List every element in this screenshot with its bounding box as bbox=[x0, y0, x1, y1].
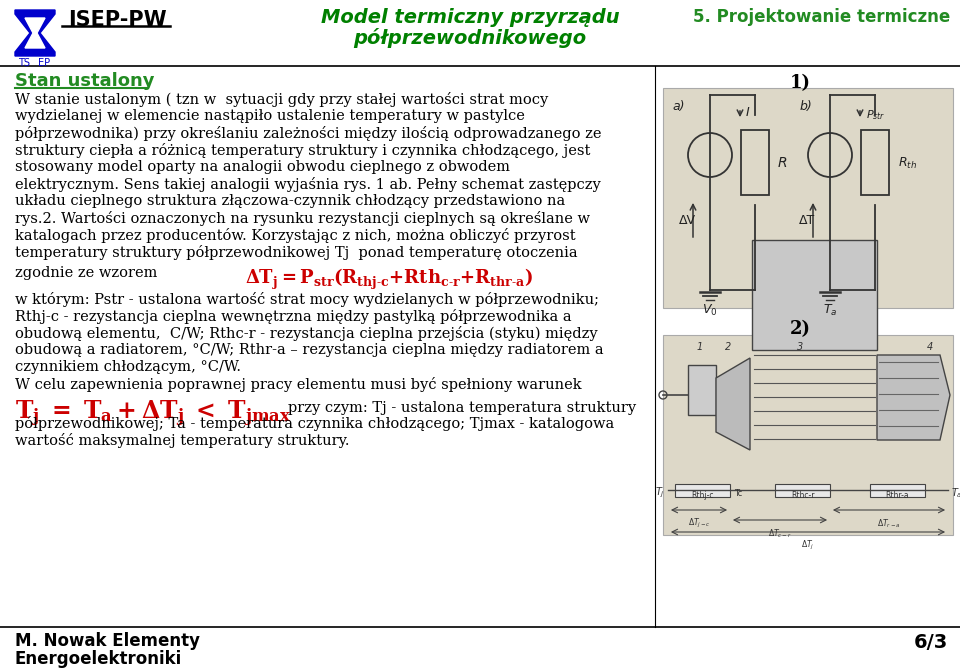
Text: a): a) bbox=[672, 100, 684, 113]
Bar bbox=[861, 130, 889, 195]
Bar bbox=[741, 130, 769, 195]
Text: $\mathbf{T_j\ =\ T_a + \Delta T_j\ <\ T_{jmax}}$: $\mathbf{T_j\ =\ T_a + \Delta T_j\ <\ T_… bbox=[15, 399, 292, 429]
Text: $T_j$: $T_j$ bbox=[655, 486, 665, 500]
Text: zgodnie ze wzorem: zgodnie ze wzorem bbox=[15, 266, 157, 280]
Text: układu cieplnego struktura złączowa-czynnik chłodzący przedstawiono na: układu cieplnego struktura złączowa-czyn… bbox=[15, 194, 565, 208]
Text: W celu zapewnienia poprawnej pracy elementu musi być spełniony warunek: W celu zapewnienia poprawnej pracy eleme… bbox=[15, 377, 582, 392]
Text: $\Delta T_{j-c}$: $\Delta T_{j-c}$ bbox=[687, 517, 710, 530]
Text: 1: 1 bbox=[697, 342, 703, 352]
Text: rys.2. Wartości oznaczonych na rysunku rezystancji cieplnych są określane w: rys.2. Wartości oznaczonych na rysunku r… bbox=[15, 211, 590, 226]
Text: Rthj-c - rezystancja cieplna wewnętrzna między pastylką półprzewodnika a: Rthj-c - rezystancja cieplna wewnętrzna … bbox=[15, 309, 571, 324]
Text: b): b) bbox=[800, 100, 813, 113]
Text: ΔT: ΔT bbox=[799, 214, 815, 226]
Text: 2: 2 bbox=[725, 342, 732, 352]
Polygon shape bbox=[716, 358, 750, 450]
Text: stosowany model oparty na analogii obwodu cieplnego z obwodem: stosowany model oparty na analogii obwod… bbox=[15, 160, 510, 174]
Text: R: R bbox=[778, 156, 787, 170]
Bar bbox=[752, 240, 877, 350]
Text: ISEP-PW: ISEP-PW bbox=[68, 10, 167, 30]
Bar bbox=[870, 484, 925, 497]
Text: $T_a$: $T_a$ bbox=[951, 486, 960, 500]
Bar bbox=[675, 484, 730, 497]
Text: TS: TS bbox=[18, 58, 30, 68]
Text: Stan ustalony: Stan ustalony bbox=[15, 72, 155, 90]
Text: $P_{str}$: $P_{str}$ bbox=[866, 108, 885, 122]
Polygon shape bbox=[15, 10, 55, 56]
Text: półprzewodnika) przy określaniu zależności między ilością odprowadzanego ze: półprzewodnika) przy określaniu zależnoś… bbox=[15, 126, 602, 141]
Text: katalogach przez producentów. Korzystając z nich, można obliczyć przyrost: katalogach przez producentów. Korzystają… bbox=[15, 228, 576, 243]
Text: przy czym: Tj - ustalona temperatura struktury: przy czym: Tj - ustalona temperatura str… bbox=[288, 401, 636, 415]
Text: półprzewodnikowej; Ta - temperatura czynnika chłodzącego; Tjmax - katalogowa: półprzewodnikowej; Ta - temperatura czyn… bbox=[15, 416, 614, 431]
Text: Tc: Tc bbox=[734, 488, 742, 498]
Text: 6/3: 6/3 bbox=[914, 633, 948, 652]
Text: $\Delta T_{r-a}$: $\Delta T_{r-a}$ bbox=[877, 517, 900, 529]
Text: wydzielanej w elemencie nastąpiło ustalenie temperatury w pastylce: wydzielanej w elemencie nastąpiło ustale… bbox=[15, 109, 525, 123]
Text: elektrycznym. Sens takiej analogii wyjaśnia rys. 1 ab. Pełny schemat zastępczy: elektrycznym. Sens takiej analogii wyjaś… bbox=[15, 177, 601, 192]
Text: 3: 3 bbox=[797, 342, 804, 352]
Text: obudową elementu,  C/W; Rthc-r - rezystancja cieplna przejścia (styku) między: obudową elementu, C/W; Rthc-r - rezystan… bbox=[15, 326, 598, 341]
Text: Energoelektroniki: Energoelektroniki bbox=[15, 650, 182, 668]
Text: 5. Projektowanie termiczne: 5. Projektowanie termiczne bbox=[693, 8, 950, 26]
Text: czynnikiem chłodzącym, °C/W.: czynnikiem chłodzącym, °C/W. bbox=[15, 360, 241, 374]
Bar bbox=[775, 484, 830, 497]
Text: struktury ciepła a różnicą temperatury struktury i czynnika chłodzącego, jest: struktury ciepła a różnicą temperatury s… bbox=[15, 143, 590, 158]
Text: $T_a$: $T_a$ bbox=[823, 303, 837, 318]
Bar bbox=[688, 365, 716, 415]
Text: $R_{th}$: $R_{th}$ bbox=[898, 155, 917, 171]
Text: 2): 2) bbox=[789, 320, 810, 338]
Text: 4: 4 bbox=[926, 342, 933, 352]
Text: I: I bbox=[746, 107, 750, 119]
Text: ΔV: ΔV bbox=[679, 214, 696, 226]
Text: wartość maksymalnej temperatury struktury.: wartość maksymalnej temperatury struktur… bbox=[15, 433, 349, 448]
Text: $\Delta T_j$: $\Delta T_j$ bbox=[802, 539, 815, 552]
Polygon shape bbox=[25, 18, 45, 48]
Bar bbox=[663, 335, 953, 535]
Text: $\mathbf{\Delta T_j{=}P_{str}(R_{thj\text{-}c}{+}Rth_{c\text{-}r}{+}R_{thr\text{: $\mathbf{\Delta T_j{=}P_{str}(R_{thj\tex… bbox=[245, 267, 533, 292]
Text: Rthr-a: Rthr-a bbox=[886, 491, 909, 500]
Text: Model termiczny przyrządu: Model termiczny przyrządu bbox=[321, 8, 619, 27]
Text: Rthc-r: Rthc-r bbox=[791, 491, 814, 500]
Text: EP: EP bbox=[38, 58, 50, 68]
Text: w którym: Pstr - ustalona wartość strat mocy wydzielanych w półprzewodniku;: w którym: Pstr - ustalona wartość strat … bbox=[15, 292, 599, 307]
Text: półprzewodnikowego: półprzewodnikowego bbox=[353, 28, 587, 48]
Polygon shape bbox=[877, 355, 950, 440]
Text: obudową a radiatorem, °C/W; Rthr-a – rezystancja cieplna między radiatorem a: obudową a radiatorem, °C/W; Rthr-a – rez… bbox=[15, 343, 604, 357]
Bar bbox=[663, 88, 953, 308]
Text: $V_0$: $V_0$ bbox=[702, 303, 718, 318]
Text: W stanie ustalonym ( tzn w  sytuacji gdy przy stałej wartości strat mocy: W stanie ustalonym ( tzn w sytuacji gdy … bbox=[15, 92, 548, 107]
Text: Rthj-c: Rthj-c bbox=[691, 491, 713, 500]
Text: 1): 1) bbox=[789, 74, 810, 92]
Text: $\Delta T_{c-r}$: $\Delta T_{c-r}$ bbox=[768, 527, 792, 539]
Text: temperatury struktury półprzewodnikowej Tj  ponad temperaturę otoczenia: temperatury struktury półprzewodnikowej … bbox=[15, 245, 578, 260]
Text: M. Nowak Elementy: M. Nowak Elementy bbox=[15, 632, 200, 650]
